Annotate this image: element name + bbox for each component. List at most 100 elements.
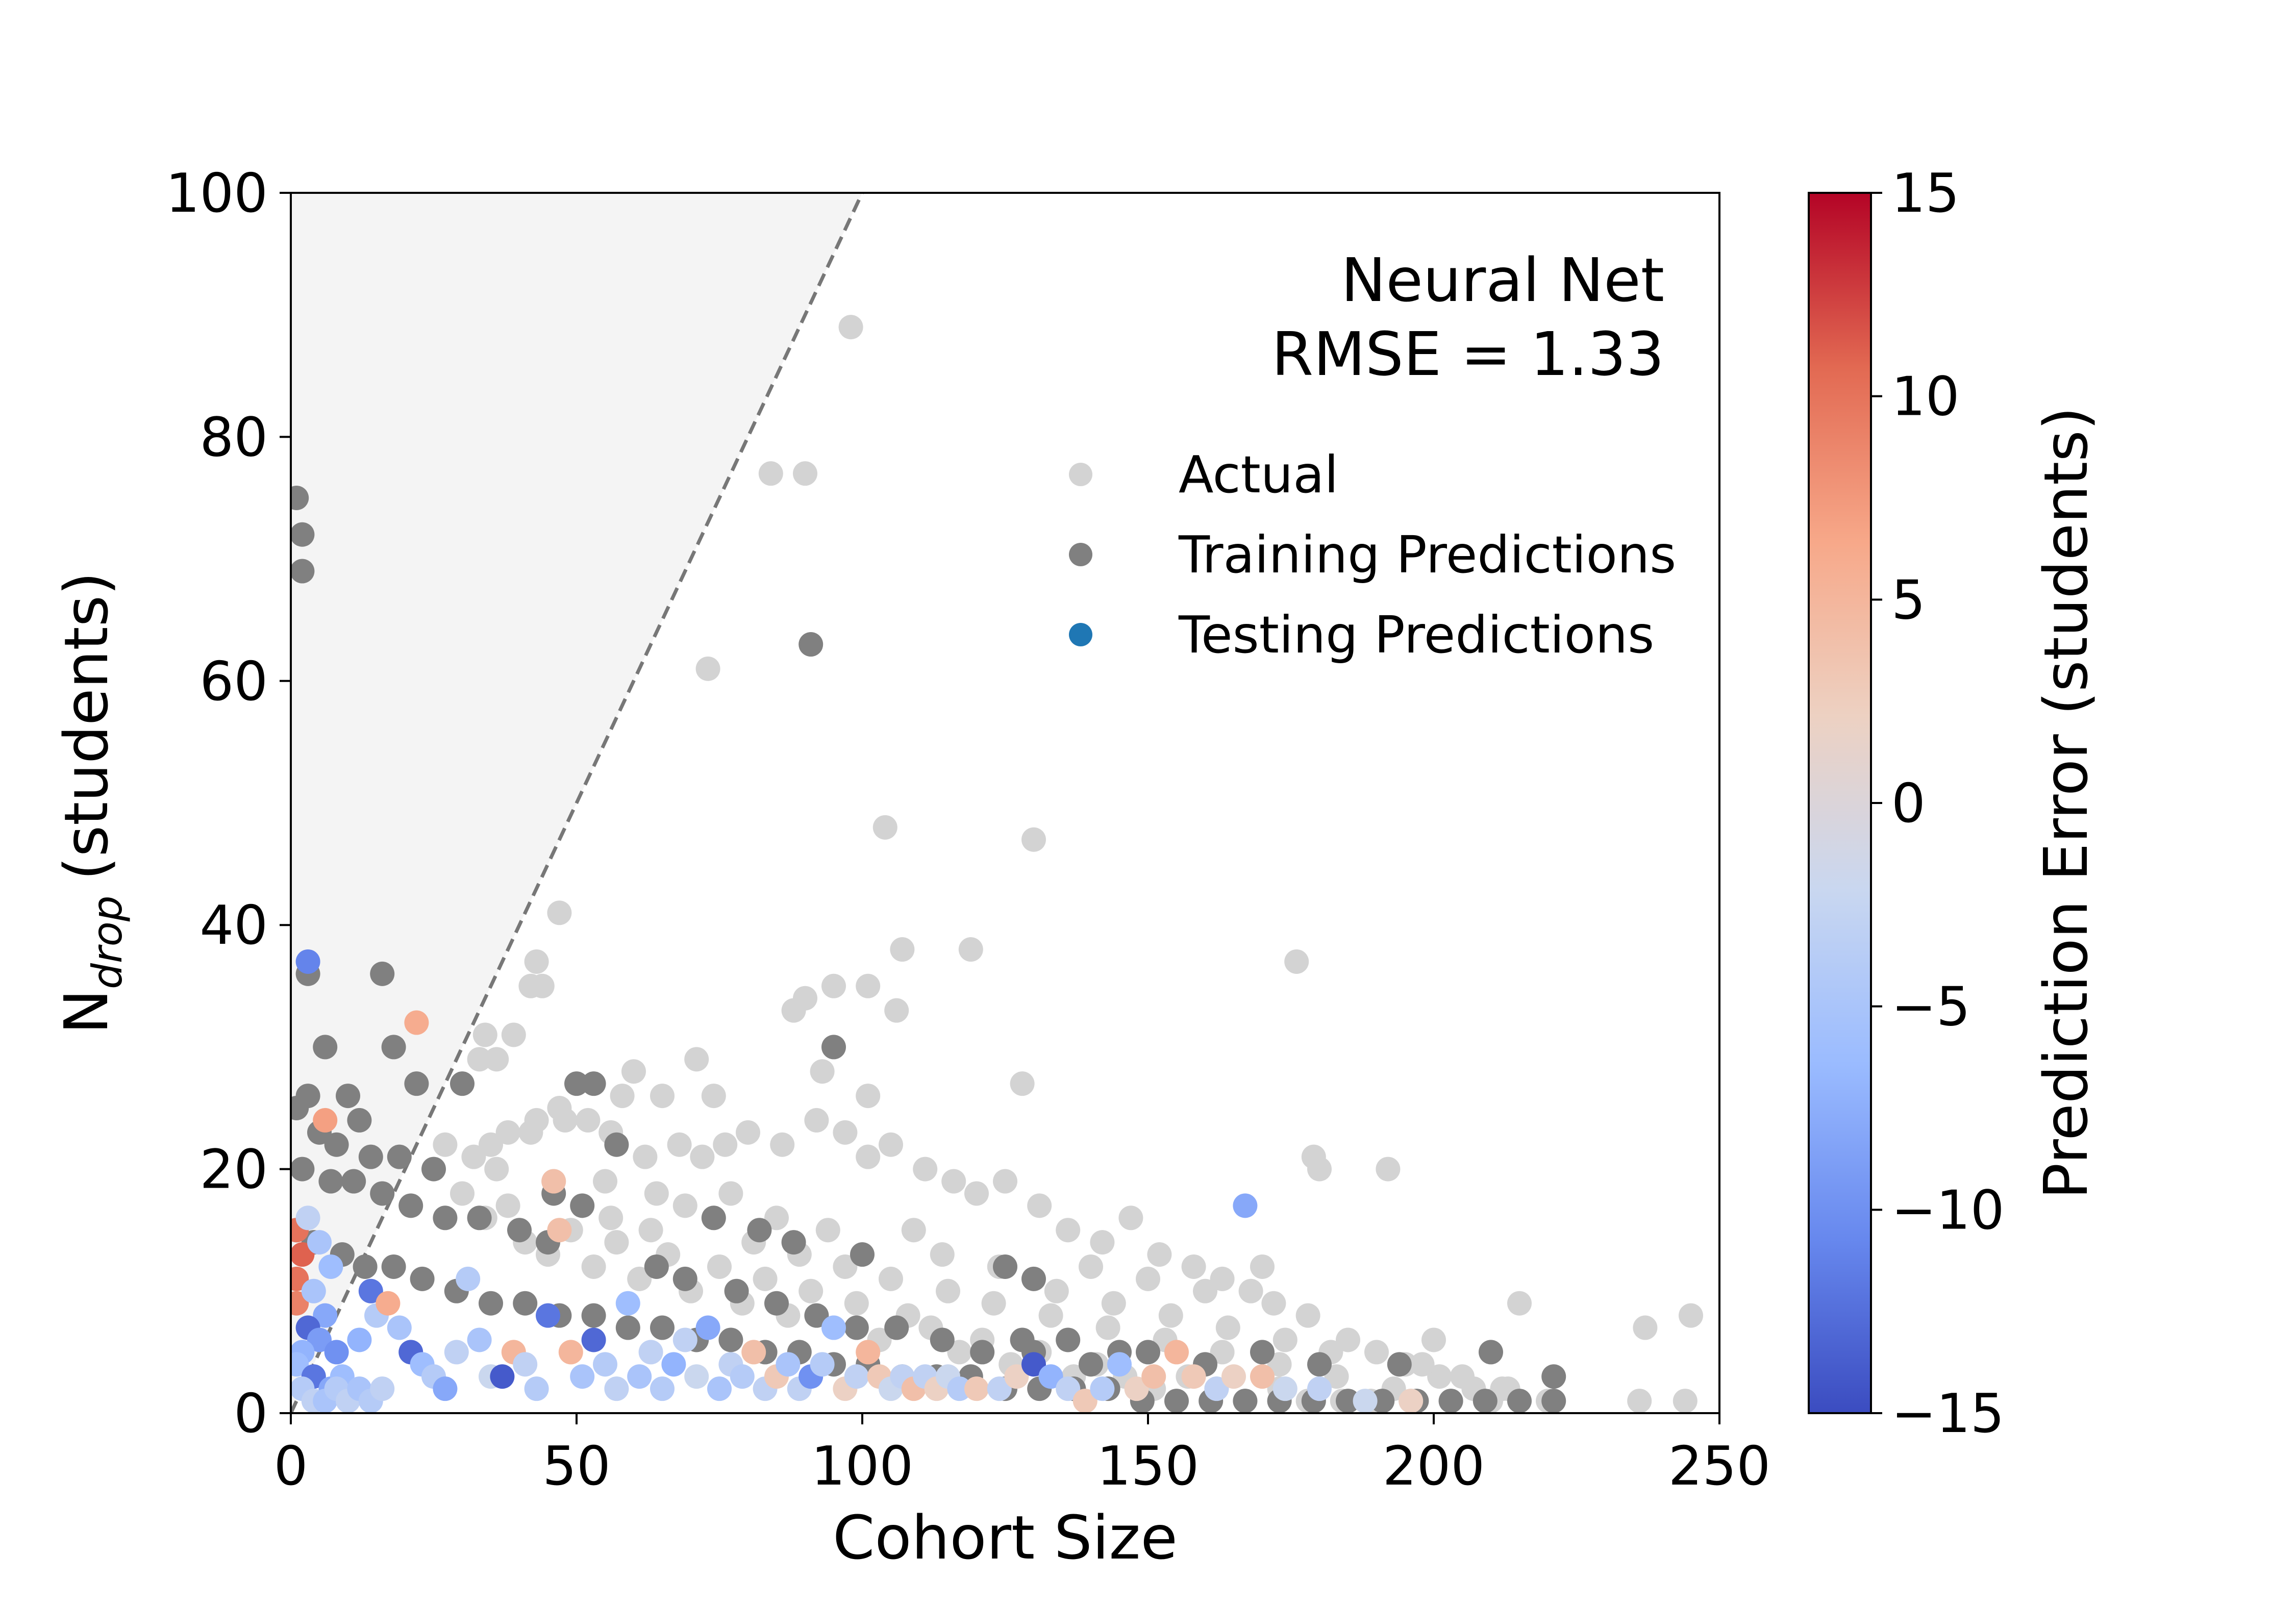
data-point [450, 1181, 475, 1206]
data-point [1541, 1389, 1566, 1413]
data-point [776, 1352, 801, 1377]
data-point [627, 1266, 652, 1291]
y-tick-label: 20 [199, 1139, 268, 1201]
data-point [501, 1022, 526, 1047]
colorbar-tick-label: 0 [1891, 772, 1926, 835]
data-point [1473, 1389, 1498, 1413]
data-point [1295, 1303, 1320, 1328]
data-point [295, 1206, 320, 1231]
data-point [844, 1315, 869, 1340]
data-point [1010, 1327, 1035, 1352]
data-point [370, 961, 395, 986]
data-point [381, 1035, 406, 1060]
data-point [804, 1303, 829, 1328]
legend-label: Training Predictions [1178, 525, 1676, 585]
data-point [1427, 1364, 1452, 1389]
data-point [291, 1157, 315, 1182]
data-point [1056, 1327, 1081, 1352]
colorbar-tick-label: 5 [1891, 569, 1926, 631]
data-point [347, 1108, 372, 1133]
data-point [370, 1376, 395, 1401]
data-point [804, 1108, 829, 1133]
data-point [1376, 1157, 1401, 1182]
data-point [604, 1230, 629, 1255]
data-point [661, 1352, 686, 1377]
data-point [461, 1144, 486, 1169]
data-point [433, 1376, 458, 1401]
data-point [798, 1278, 823, 1303]
data-point [993, 1169, 1017, 1194]
data-point [872, 815, 897, 840]
data-point [507, 1218, 532, 1243]
data-point [324, 1340, 349, 1365]
data-point [398, 1193, 423, 1218]
data-point [1124, 1376, 1149, 1401]
data-point [1021, 1352, 1046, 1377]
data-point [764, 1206, 789, 1231]
data-point [1193, 1278, 1217, 1303]
data-point [1324, 1364, 1349, 1389]
data-point [1399, 1389, 1424, 1413]
data-point [1438, 1389, 1463, 1413]
data-point [564, 1071, 589, 1096]
data-point [313, 1303, 338, 1328]
colorbar-tick-label: −15 [1891, 1383, 2005, 1445]
data-point [307, 1230, 332, 1255]
data-point [884, 998, 909, 1023]
data-point [484, 1047, 509, 1072]
data-point [1095, 1315, 1120, 1340]
data-point [291, 1096, 309, 1120]
data-point [1336, 1327, 1360, 1352]
y-tick-label: 0 [234, 1383, 268, 1445]
data-point [638, 1340, 663, 1365]
y-axis-label-main: N [51, 989, 121, 1034]
data-point [798, 632, 823, 657]
y-tick-label: 80 [199, 406, 268, 468]
data-point [793, 461, 817, 486]
data-point [1101, 1291, 1126, 1316]
data-point [1284, 949, 1309, 974]
data-point [1370, 1389, 1395, 1413]
data-point [695, 1315, 720, 1340]
data-point [644, 1181, 669, 1206]
data-point [456, 1266, 481, 1291]
data-point [724, 1278, 749, 1303]
plot-area [290, 192, 1720, 1414]
data-point [1147, 1242, 1172, 1267]
data-point [701, 1206, 726, 1231]
data-point [627, 1364, 652, 1389]
data-point [1272, 1327, 1297, 1352]
series-1 [433, 315, 1703, 1413]
y-tick-label: 40 [199, 894, 268, 957]
data-point [410, 1266, 435, 1291]
data-point [633, 1144, 658, 1169]
data-point [793, 986, 817, 1011]
data-point [1136, 1266, 1160, 1291]
data-point [667, 1132, 692, 1157]
data-point [856, 973, 881, 998]
legend-marker [1069, 623, 1092, 646]
data-point [484, 1157, 509, 1182]
data-point [570, 1364, 595, 1389]
data-point [1353, 1389, 1378, 1413]
data-point [1507, 1291, 1532, 1316]
legend-marker [1069, 543, 1092, 566]
data-point [821, 973, 846, 998]
y-axis-label-subscript: drop [84, 895, 131, 989]
data-point [884, 1315, 909, 1340]
data-point [964, 1181, 989, 1206]
data-point [576, 1108, 601, 1133]
data-point [879, 1132, 903, 1157]
data-point [553, 1108, 578, 1133]
data-point [930, 1327, 955, 1352]
data-point [1090, 1230, 1115, 1255]
data-point [547, 900, 572, 925]
data-point [1307, 1376, 1332, 1401]
data-point [291, 522, 315, 547]
data-point [1136, 1340, 1160, 1365]
legend-marker [1069, 463, 1092, 486]
data-point [1164, 1340, 1189, 1365]
data-point [810, 1352, 835, 1377]
data-point [1038, 1364, 1063, 1389]
